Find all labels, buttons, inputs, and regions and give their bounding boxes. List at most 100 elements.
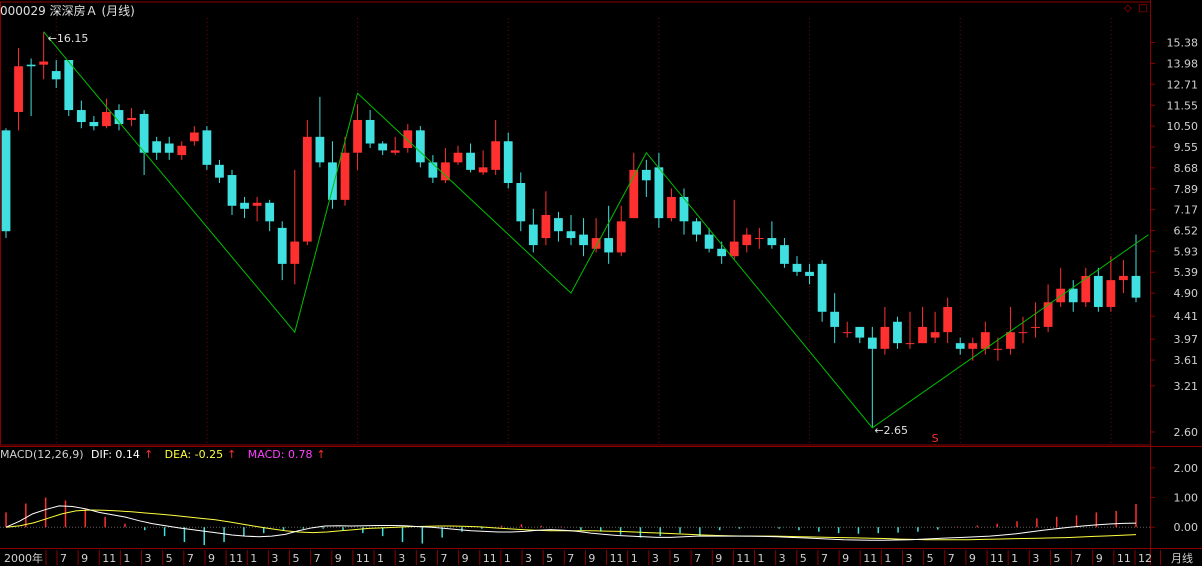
candle-body bbox=[1068, 288, 1078, 303]
macd-tick-label: 1.00 bbox=[1174, 492, 1199, 505]
time-tick-label: 1 bbox=[377, 552, 384, 565]
time-tick-label: 3 bbox=[525, 552, 532, 565]
candle-body bbox=[805, 271, 814, 276]
candle-body bbox=[365, 119, 375, 144]
chart-title: 000029 深深房Ａ (月线) bbox=[0, 2, 135, 19]
candle-body bbox=[127, 117, 136, 120]
time-tick-label: 3 bbox=[1032, 552, 1039, 565]
candle-body bbox=[1119, 275, 1128, 281]
price-tick-label: 5.39 bbox=[1174, 266, 1199, 279]
time-tick-label: 1 bbox=[631, 552, 638, 565]
macd-legend: MACD(12,26,9) DIF: 0.14 ↑ DEA: -0.25 ↑ MAC… bbox=[0, 448, 334, 461]
high-price-label: ←16.15 bbox=[48, 32, 89, 45]
time-tick-label: 7 bbox=[1075, 552, 1082, 565]
candle-body bbox=[679, 196, 689, 222]
candle-body bbox=[516, 182, 526, 222]
zigzag-line bbox=[43, 31, 1149, 429]
candle-body bbox=[378, 143, 388, 151]
time-tick-label: 11 bbox=[736, 552, 750, 565]
macd-indicator-name: MACD(12,26,9) bbox=[0, 448, 84, 461]
dea-value: DEA: -0.25 ↑ bbox=[164, 448, 237, 461]
time-tick-label: 11 bbox=[229, 552, 243, 565]
time-tick-label: 9 bbox=[588, 552, 595, 565]
candle-body bbox=[554, 218, 563, 232]
dif-line bbox=[5, 505, 1137, 541]
price-axis: 15.38 13.98 12.71 11.55 10.50 9.55 8.68 7.89 7.1… bbox=[1150, 37, 1198, 439]
price-tick-label: 12.71 bbox=[1167, 78, 1199, 91]
time-tick-label: 5 bbox=[1053, 552, 1060, 565]
time-tick-label: 5 bbox=[293, 552, 300, 565]
time-tick-label: 9 bbox=[462, 552, 469, 565]
time-tick-label: 9 bbox=[208, 552, 215, 565]
candle-body bbox=[302, 136, 312, 242]
candle-body bbox=[943, 306, 953, 333]
candle-body bbox=[340, 152, 350, 200]
price-tick-label: 6.52 bbox=[1174, 225, 1199, 238]
time-axis: 2000年 7 9 11 1 3 5 7 9 11 1 3 5 7 9 11 1 3 5 7 9 11 1 3 5 7 9 11 1 3 5… bbox=[4, 550, 1152, 565]
price-tick-label: 3.97 bbox=[1174, 333, 1199, 346]
time-tick-label: 5 bbox=[546, 552, 553, 565]
time-tick-label: 7 bbox=[60, 552, 67, 565]
candle-body bbox=[729, 241, 739, 257]
candle-body bbox=[1018, 332, 1028, 334]
candle-body bbox=[177, 145, 187, 156]
time-tick-label: 3 bbox=[652, 552, 659, 565]
candle-body bbox=[26, 64, 36, 67]
diamond-icon[interactable]: ◇ bbox=[1124, 3, 1132, 14]
candle-body bbox=[1106, 280, 1116, 307]
candle-body bbox=[792, 263, 802, 272]
candle-body bbox=[51, 71, 61, 80]
candle-body bbox=[541, 214, 551, 239]
candle-body bbox=[780, 245, 789, 264]
low-price-label: ←2.65 bbox=[874, 424, 908, 437]
candle-body bbox=[114, 110, 124, 125]
candle-body bbox=[1131, 275, 1141, 298]
time-tick-label: 9 bbox=[969, 552, 976, 565]
time-tick-label: 11 bbox=[102, 552, 116, 565]
time-tick-label: 7 bbox=[694, 552, 701, 565]
candle-body bbox=[139, 113, 149, 153]
candle-body bbox=[102, 111, 111, 127]
time-tick-label: 3 bbox=[905, 552, 912, 565]
price-tick-label: 7.17 bbox=[1174, 204, 1199, 217]
period-switch-button[interactable]: 月线 bbox=[1160, 550, 1202, 565]
candle-body bbox=[1, 130, 11, 232]
candle-body bbox=[830, 311, 840, 327]
candle-body bbox=[415, 130, 425, 163]
candle-body bbox=[227, 175, 237, 206]
time-tick-label: 9 bbox=[1096, 552, 1103, 565]
candle-body bbox=[654, 167, 664, 219]
price-tick-label: 9.55 bbox=[1174, 141, 1199, 154]
time-tick-label: 11 bbox=[483, 552, 497, 565]
price-tick-label: 8.68 bbox=[1174, 162, 1199, 175]
square-icon[interactable]: □ bbox=[1138, 3, 1148, 14]
time-tick-label: 3 bbox=[145, 552, 152, 565]
time-tick-label: 11 bbox=[610, 552, 624, 565]
time-tick-label: 7 bbox=[821, 552, 828, 565]
time-tick-label: 5 bbox=[927, 552, 934, 565]
candle-body bbox=[893, 321, 902, 344]
time-tick-label: 7 bbox=[314, 552, 321, 565]
candle-body bbox=[918, 326, 927, 344]
price-tick-label: 5.93 bbox=[1174, 245, 1199, 258]
candle-body bbox=[353, 119, 362, 153]
candle-body bbox=[265, 202, 275, 222]
time-tick-label: 11 bbox=[356, 552, 370, 565]
price-tick-label: 4.41 bbox=[1174, 310, 1199, 323]
time-tick-label: 1 bbox=[504, 552, 511, 565]
candle-body bbox=[842, 332, 852, 334]
candle-body bbox=[1043, 302, 1053, 327]
macd-tick-label: 0.00 bbox=[1174, 521, 1199, 534]
candle-body bbox=[290, 241, 300, 264]
candle-body bbox=[767, 238, 777, 246]
candlestick-series bbox=[1, 31, 1141, 428]
candle-body bbox=[315, 136, 325, 163]
candle-body bbox=[980, 332, 990, 349]
time-tick-label: 3 bbox=[398, 552, 405, 565]
time-tick-label: 12 bbox=[1138, 552, 1152, 565]
candle-body bbox=[817, 263, 827, 312]
time-tick-label: 5 bbox=[166, 552, 173, 565]
candle-body bbox=[76, 110, 86, 123]
time-tick-label: 1 bbox=[884, 552, 891, 565]
